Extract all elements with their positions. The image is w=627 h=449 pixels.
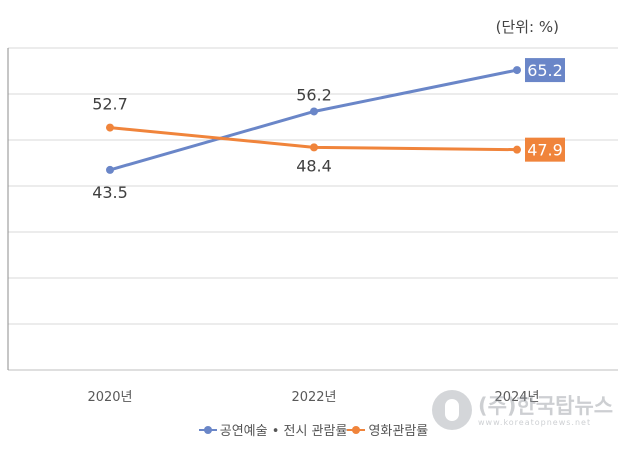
data-label-box	[525, 137, 565, 162]
data-label: 43.5	[92, 183, 128, 202]
legend-marker-orange	[347, 425, 366, 435]
x-tick-label: 2020년	[87, 390, 132, 405]
legend-item-performance: 공연예술 • 전시 관람률	[198, 420, 348, 439]
data-point	[310, 143, 318, 152]
watermark-icon	[432, 390, 472, 430]
data-point	[513, 145, 521, 154]
data-label-box	[525, 58, 565, 83]
x-tick-label: 2022년	[291, 390, 336, 405]
data-point	[106, 123, 114, 132]
legend-label-movie: 영화관람률	[368, 424, 429, 439]
x-tick-label: 2024년	[494, 390, 539, 405]
watermark-name: (주)한국탑뉴스	[478, 393, 614, 418]
data-label: 52.7	[92, 95, 128, 114]
data-point	[106, 165, 114, 174]
unit-label: (단위: %)	[495, 18, 559, 36]
watermark-logo: (주)한국탑뉴스 www.koreatopnews.net	[432, 384, 622, 436]
legend-item-movie: 영화관람률	[347, 420, 428, 439]
legend: 공연예술 • 전시 관람률 영화관람률	[0, 420, 627, 439]
data-point	[310, 107, 318, 116]
data-label: 48.4	[296, 156, 332, 175]
legend-label-performance: 공연예술 • 전시 관람률	[219, 424, 348, 439]
data-label: 56.2	[296, 85, 332, 104]
data-label: 65.2	[527, 61, 563, 80]
watermark-url: www.koreatopnews.net	[478, 417, 592, 427]
data-point	[513, 66, 521, 75]
legend-marker-blue	[198, 425, 217, 435]
data-label: 47.9	[527, 141, 563, 160]
